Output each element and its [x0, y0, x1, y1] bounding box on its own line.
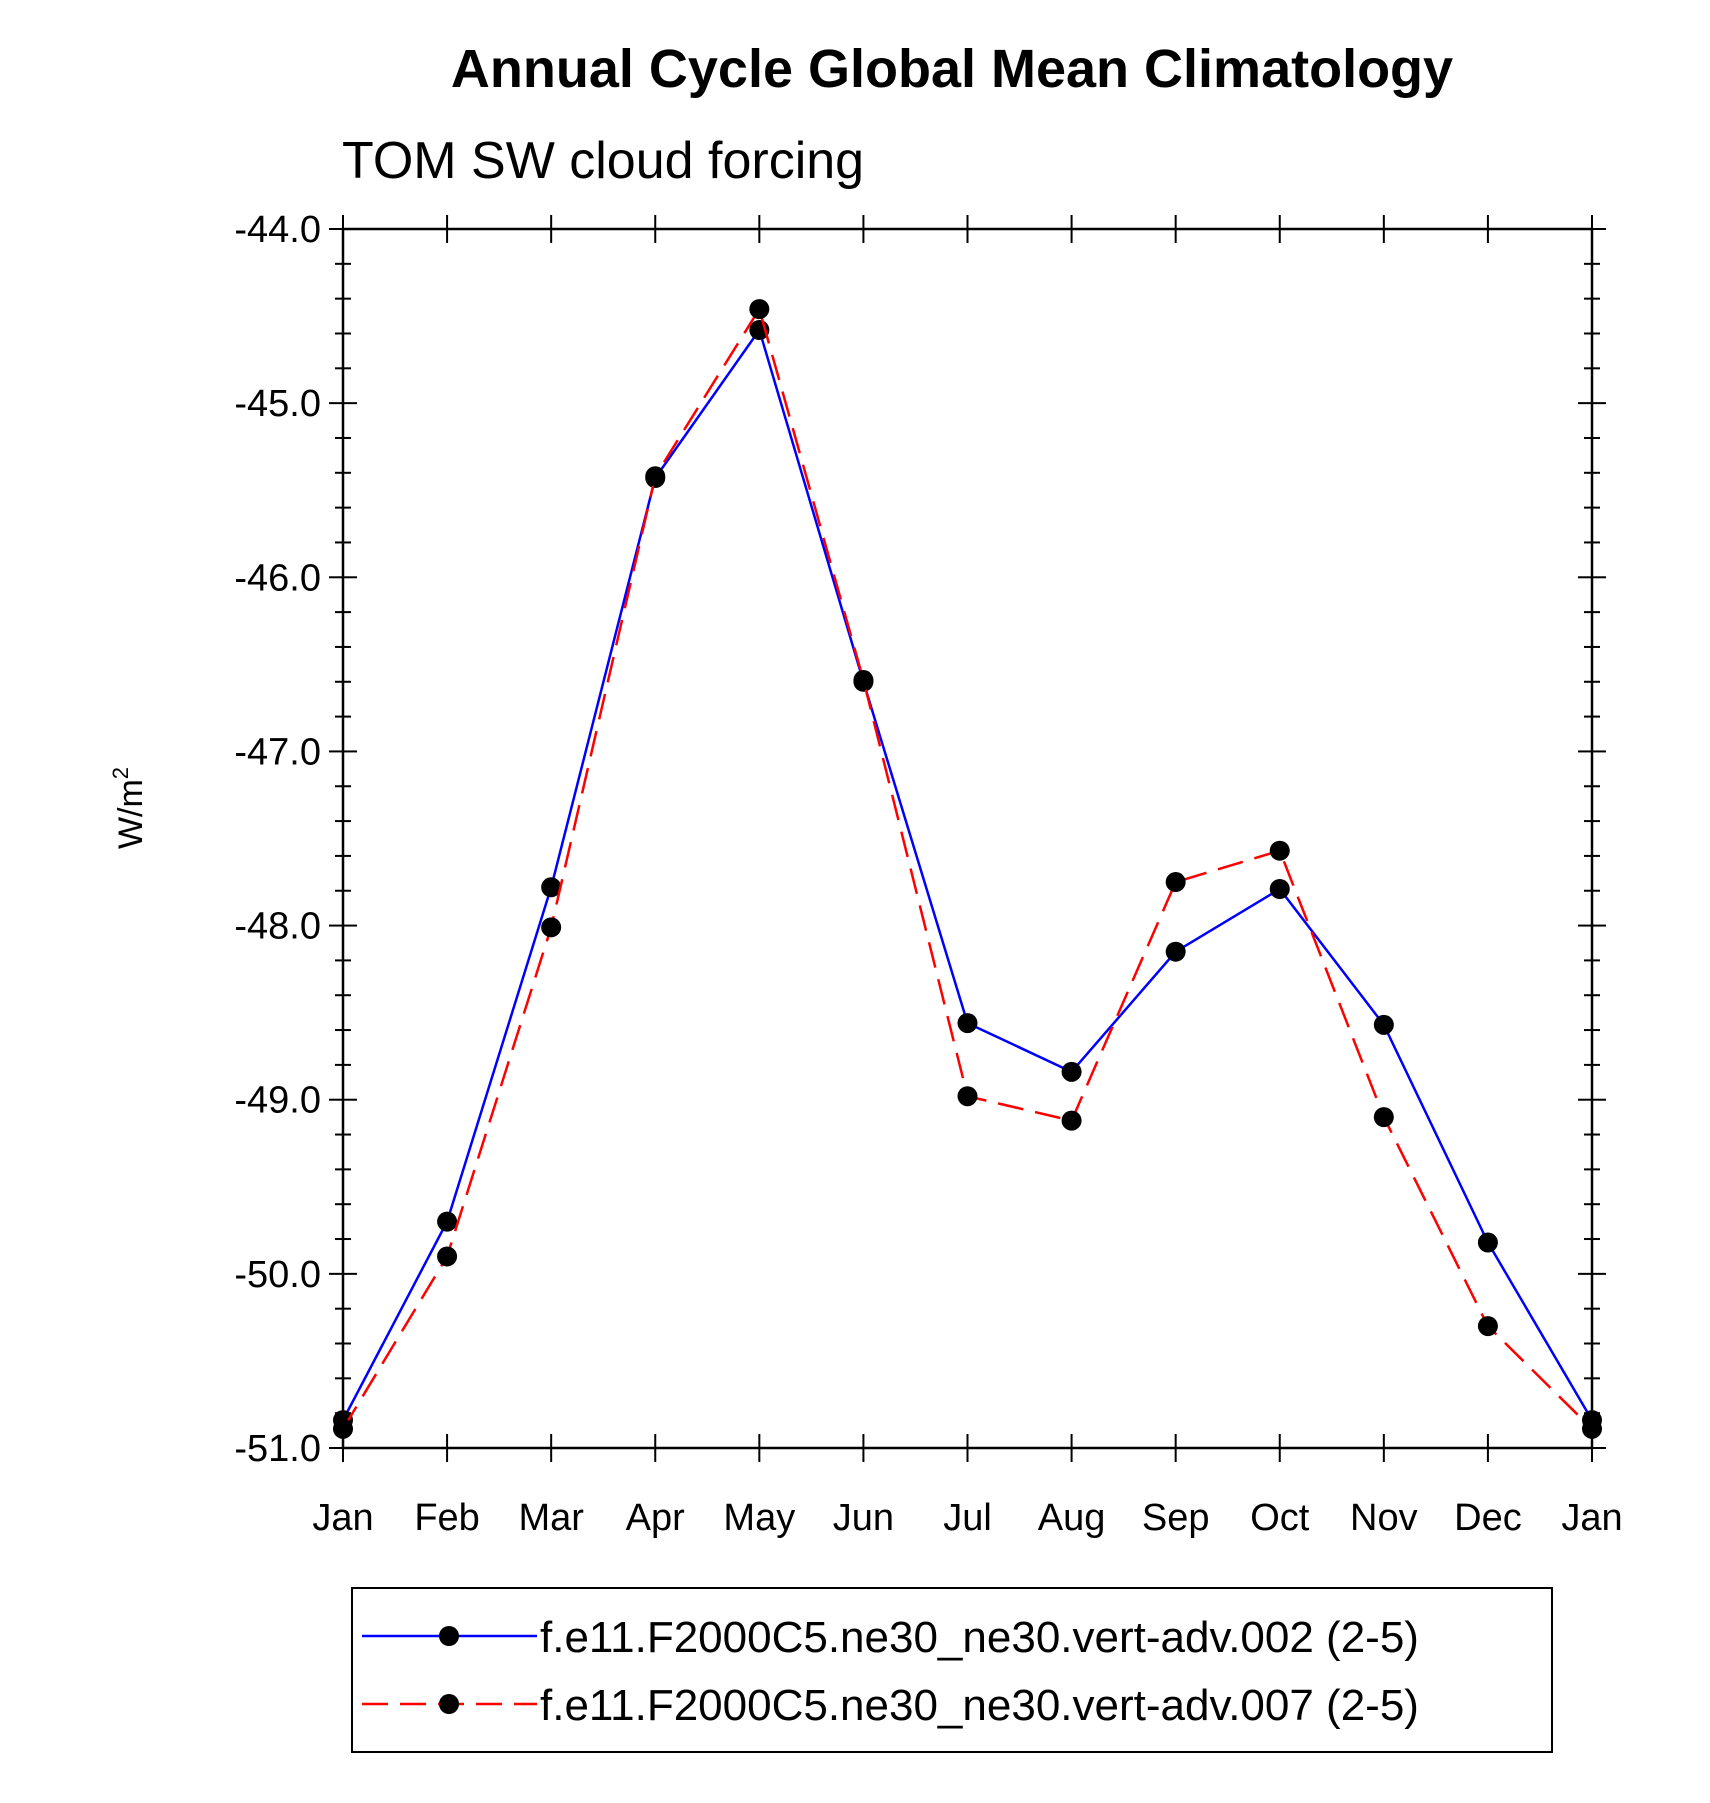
series-2-marker	[1373, 1107, 1394, 1128]
series-2-marker	[1061, 1110, 1082, 1131]
y-axis-label-base: W/m	[112, 779, 150, 849]
series-1-line	[341, 328, 1594, 1421]
series-2-marker	[853, 670, 874, 691]
legend-marker-2	[439, 1694, 459, 1714]
series-2-marker	[1269, 840, 1290, 861]
x-tick-label: Nov	[1350, 1497, 1418, 1539]
y-tick-label: -46.0	[234, 557, 321, 599]
series-2-marker	[333, 1418, 353, 1439]
x-tick-label: Oct	[1250, 1497, 1310, 1539]
legend-marker-1	[439, 1626, 459, 1646]
series-1	[333, 320, 1602, 1431]
legend-box	[351, 1587, 1553, 1753]
series-1-marker	[1165, 941, 1186, 962]
y-tick-label: -50.0	[234, 1254, 321, 1296]
x-tick-label: Feb	[414, 1497, 479, 1539]
legend: f.e11.F2000C5.ne30_ne30.vert-adv.002 (2-…	[351, 1587, 1553, 1753]
chart-subtitle: TOM SW cloud forcing	[342, 132, 864, 190]
y-axis-label: W/m2	[108, 767, 150, 849]
y-tick-label: -47.0	[234, 731, 321, 773]
series-1-marker	[1373, 1014, 1394, 1035]
y-tick-label: -44.0	[234, 209, 321, 251]
series-2-marker	[957, 1086, 978, 1107]
plot-frame	[341, 227, 1594, 1450]
series-1-marker	[957, 1013, 978, 1034]
series-2-marker	[645, 466, 666, 487]
series-2-marker	[1165, 872, 1186, 893]
series-1-marker	[1061, 1061, 1082, 1082]
series-2-marker	[1477, 1316, 1498, 1337]
series-2-marker	[749, 299, 770, 320]
legend-entry-2: f.e11.F2000C5.ne30_ne30.vert-adv.007 (2-…	[362, 1681, 1419, 1730]
y-tick-label: -48.0	[234, 906, 321, 948]
series-1-marker	[437, 1211, 458, 1232]
x-tick-label: Jan	[1561, 1497, 1622, 1539]
series-2-marker	[437, 1246, 458, 1267]
x-tick-label: Jan	[312, 1497, 373, 1539]
legend-entries: f.e11.F2000C5.ne30_ne30.vert-adv.002 (2-…	[362, 1613, 1419, 1730]
x-tick-label: Mar	[518, 1497, 584, 1539]
y-axis-label-superscript: 2	[108, 767, 133, 779]
series-1-marker	[541, 877, 562, 898]
series-2-marker	[541, 917, 562, 938]
series-layer	[333, 299, 1602, 1439]
series-1-marker	[1477, 1232, 1498, 1253]
x-tick-label: Aug	[1038, 1497, 1106, 1539]
x-tick-label: Sep	[1142, 1497, 1210, 1539]
legend-label-1: f.e11.F2000C5.ne30_ne30.vert-adv.002 (2-…	[540, 1613, 1419, 1662]
x-tick-label: Dec	[1454, 1497, 1522, 1539]
plot-border	[341, 227, 1594, 1450]
legend-entry-1: f.e11.F2000C5.ne30_ne30.vert-adv.002 (2-…	[362, 1613, 1419, 1662]
y-tick-label: -51.0	[234, 1428, 321, 1470]
x-tick-label: May	[723, 1497, 795, 1539]
legend-label-2: f.e11.F2000C5.ne30_ne30.vert-adv.007 (2-…	[540, 1681, 1419, 1730]
chart-title: Annual Cycle Global Mean Climatology	[451, 39, 1453, 99]
y-axis: -44.0 -45.0 -46.0 -47.0 -48.0 -49.0 -50.0 -51.0	[234, 209, 1606, 1470]
y-tick-label: -49.0	[234, 1080, 321, 1122]
series-2-line	[341, 307, 1593, 1430]
series-2-marker	[1582, 1418, 1602, 1439]
series-1-marker	[1269, 879, 1290, 900]
x-tick-label: Jun	[833, 1497, 894, 1539]
x-axis: Jan Feb Mar Apr May Jun Jul Aug Sep Oct Nov Dec Jan	[312, 215, 1623, 1539]
series-2	[333, 299, 1602, 1439]
x-tick-label: Jul	[943, 1497, 992, 1539]
y-tick-label: -45.0	[234, 383, 321, 425]
x-tick-label: Apr	[626, 1497, 685, 1539]
